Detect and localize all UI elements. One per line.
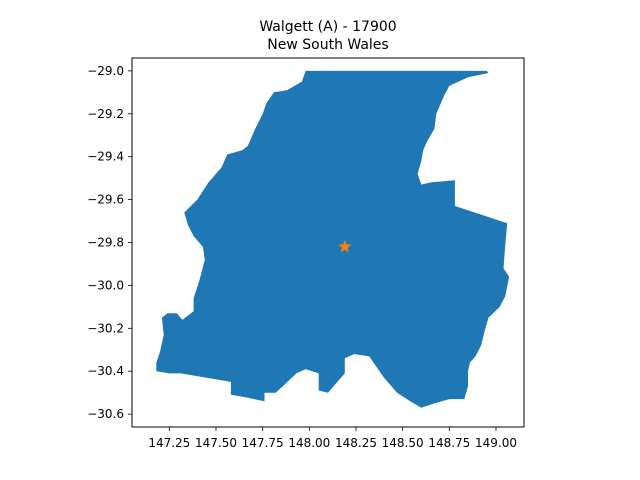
x-tick-label: 147.75 xyxy=(242,436,284,450)
y-tick-label: −29.0 xyxy=(87,64,124,78)
y-axis: −29.0 −29.2 −29.4 −29.6 −29.8 −30.0 −30.2 −30.4… xyxy=(87,64,132,421)
x-tick-label: 148.25 xyxy=(335,436,377,450)
y-tick-label: −30.2 xyxy=(87,321,124,335)
y-tick-label: −29.4 xyxy=(87,150,124,164)
x-tick-label: 148.50 xyxy=(382,436,424,450)
map-title-line1: Walgett (A) - 17900 xyxy=(259,19,396,35)
y-tick-label: −29.2 xyxy=(87,107,124,121)
y-tick-label: −29.6 xyxy=(87,193,124,207)
x-tick-label: 148.00 xyxy=(288,436,330,450)
y-tick-label: −29.8 xyxy=(87,236,124,250)
x-axis: 147.25 147.50 147.75 148.00 148.25 148.50 148.… xyxy=(148,427,517,450)
y-tick-label: −30.4 xyxy=(87,364,124,378)
map-title-line2: New South Wales xyxy=(267,37,388,53)
x-tick-label: 147.25 xyxy=(148,436,190,450)
region-polygon xyxy=(156,70,510,408)
y-tick-label: −30.6 xyxy=(87,407,124,421)
x-tick-label: 149.00 xyxy=(475,436,517,450)
x-tick-label: 148.75 xyxy=(428,436,470,450)
x-tick-label: 147.50 xyxy=(195,436,237,450)
y-tick-label: −30.0 xyxy=(87,278,124,292)
centroid-star-marker xyxy=(338,239,352,253)
